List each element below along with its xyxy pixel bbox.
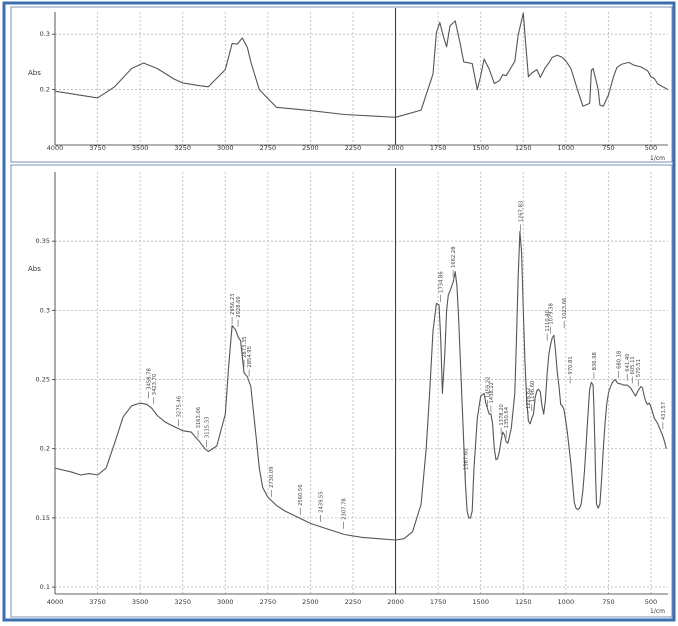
- x-tick-label: 3000: [217, 598, 234, 606]
- x-tick-label: 1500: [472, 144, 489, 152]
- peak-label: 1110.40: [545, 310, 551, 331]
- peak-label: 1350.64: [504, 406, 510, 428]
- x-tick-label: 2000: [387, 144, 404, 152]
- overview-x-unit-label: 1/cm: [650, 155, 665, 162]
- x-tick-label: 500: [645, 144, 657, 152]
- x-tick-label: 1750: [430, 598, 447, 606]
- y-tick-label: 0.1: [40, 583, 50, 591]
- x-tick-label: 2500: [302, 144, 319, 152]
- x-tick-label: 750: [602, 598, 614, 606]
- peak-label: 970.81: [568, 356, 574, 374]
- x-tick-label: 1000: [558, 144, 575, 152]
- peak-label: 1662.28: [451, 246, 457, 267]
- x-tick-label: 3750: [89, 144, 106, 152]
- peak-label: 1079.38: [549, 303, 555, 324]
- peak-label: 1378.20: [499, 404, 505, 425]
- x-tick-label: 3250: [174, 598, 191, 606]
- x-tick-label: 3500: [132, 598, 149, 606]
- x-tick-label: 1750: [430, 144, 447, 152]
- y-tick-label: 0.2: [40, 445, 50, 453]
- spectrum-trace: [54, 12, 669, 118]
- peak-label: 3163.06: [196, 407, 202, 428]
- peak-label: 641.40: [625, 354, 631, 372]
- x-tick-label: 1500: [472, 598, 489, 606]
- y-tick-label: 0.15: [36, 514, 50, 522]
- x-tick-label: 3750: [89, 598, 106, 606]
- peak-label: 2730.09: [269, 466, 275, 487]
- y-tick-label: 0.3: [40, 30, 50, 38]
- x-tick-label: 4000: [47, 598, 64, 606]
- peak-label: 1459.22: [486, 377, 492, 398]
- peak-label: 3423.70: [152, 374, 158, 395]
- peak-label: 836.98: [592, 352, 598, 370]
- y-tick-label: 0.25: [36, 376, 50, 384]
- peak-label: 2956.23: [230, 294, 236, 315]
- peak-label: 1267.83: [518, 201, 524, 222]
- x-tick-label: 3250: [174, 144, 191, 152]
- overview-spectrum-panel[interactable]: Abs 1/cm 4000 3750 3500 3250 3000 2750 2500 225…: [10, 6, 673, 163]
- detail-y-axis-label: Abs: [28, 265, 41, 273]
- peak-label: 1734.86: [439, 271, 445, 292]
- peak-label: 2873.35: [242, 336, 248, 357]
- peak-label: 1226.62: [526, 388, 532, 409]
- x-tick-label: 2750: [260, 598, 277, 606]
- x-tick-label: 3500: [132, 144, 149, 152]
- x-tick-label: 750: [602, 144, 614, 152]
- y-tick-label: 0.35: [36, 237, 50, 245]
- peak-label: 605.11: [630, 356, 636, 374]
- x-tick-label: 1250: [515, 144, 532, 152]
- x-tick-label: 1250: [515, 598, 532, 606]
- detail-x-unit-label: 1/cm: [650, 608, 665, 615]
- x-tick-label: 2750: [260, 144, 277, 152]
- peak-label: 2928.69: [236, 296, 242, 317]
- peak-label: 1438.22: [489, 382, 495, 403]
- x-tick-label: 2500: [302, 598, 319, 606]
- peak-label: 1196.60: [530, 381, 536, 402]
- x-tick-label: 4000: [47, 144, 64, 152]
- peak-label: 2439.55: [319, 491, 325, 512]
- peak-label: 680.18: [617, 351, 623, 369]
- spectrum-trace: [54, 230, 667, 541]
- x-tick-label: 2000: [387, 598, 404, 606]
- y-tick-label: 0.2: [40, 86, 50, 94]
- detail-spectrum-panel[interactable]: Abs 1/cm 4000 3750 3500 3250 3000 2750 2500 225…: [10, 164, 673, 618]
- overview-y-axis-label: Abs: [28, 69, 41, 77]
- peak-label: 570.51: [636, 359, 642, 377]
- x-tick-label: 2250: [345, 144, 362, 152]
- peak-label: 2854.95: [247, 346, 253, 367]
- peak-label: 431.57: [661, 402, 667, 420]
- x-tick-label: 1000: [558, 598, 575, 606]
- y-tick-label: 0.3: [40, 306, 50, 314]
- peak-label: 3275.46: [176, 396, 182, 417]
- x-tick-label: 2250: [345, 598, 362, 606]
- peak-label: 1587.60: [463, 448, 469, 469]
- peak-label: 2307.78: [342, 498, 348, 519]
- peak-label: 2560.56: [298, 484, 304, 505]
- detail-panel-background: [10, 164, 673, 618]
- peak-label: 3458.78: [147, 368, 153, 389]
- x-tick-label: 500: [645, 598, 657, 606]
- peak-label: 3115.33: [205, 417, 211, 438]
- overview-panel-background: [10, 6, 673, 163]
- x-tick-label: 3000: [217, 144, 234, 152]
- peak-label: 1023.66: [562, 298, 568, 319]
